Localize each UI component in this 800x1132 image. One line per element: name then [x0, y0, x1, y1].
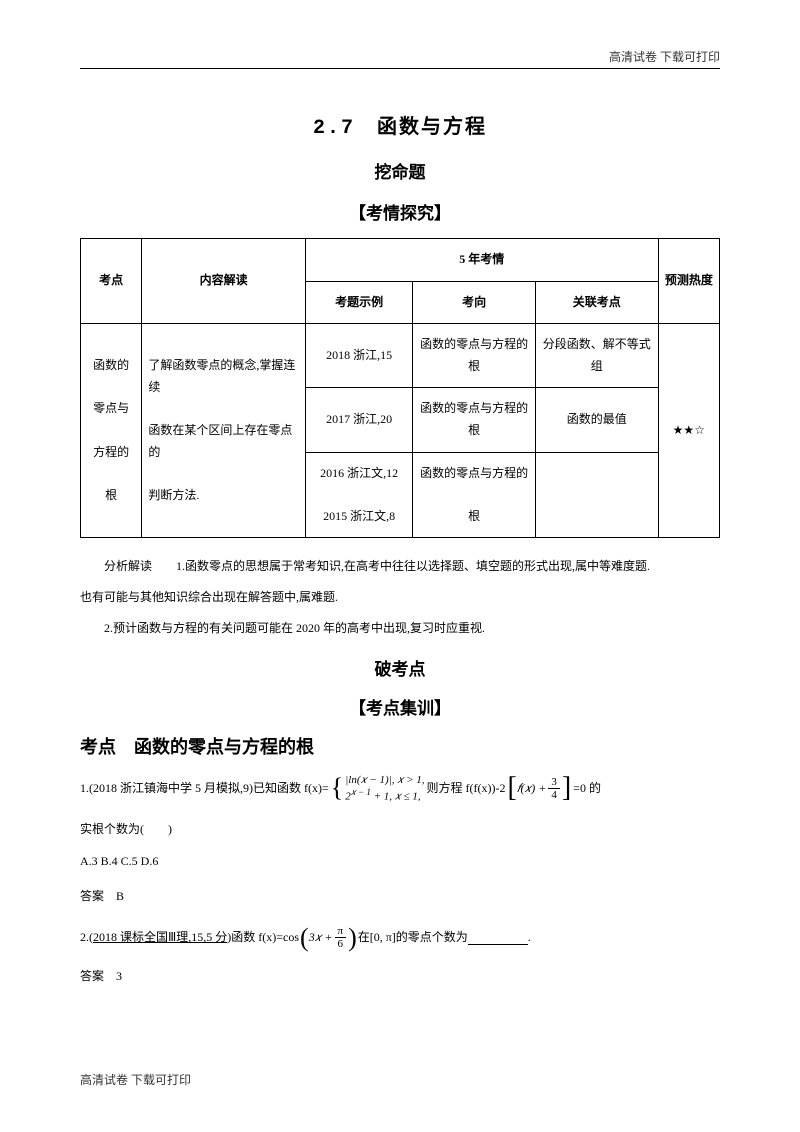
th-example: 考题示例: [305, 281, 412, 324]
piece-bot: 2𝑥 − 1 + 1, 𝑥 ≤ 1,: [345, 787, 424, 804]
cell-dir-2: 函数的零点与方程的 根: [413, 452, 536, 538]
exam-table: 考点 内容解读 5 年考情 预测热度 考题示例 考向 关联考点 函数的 零点与 …: [80, 238, 720, 538]
frac-num: 3: [548, 776, 560, 789]
th-topic: 考点: [81, 239, 142, 324]
th-5year: 5 年考情: [305, 239, 658, 282]
bracket-right-icon: ]: [562, 774, 571, 802]
th-direction: 考向: [413, 281, 536, 324]
cell-rel-0: 分段函数、解不等式 组: [535, 324, 658, 388]
piecewise-brace: { |ln(𝑥 − 1)|, 𝑥 > 1, 2𝑥 − 1 + 1, 𝑥 ≤ 1,: [331, 773, 425, 804]
bracket-group: [ 𝑓(𝑥) + 3 4 ]: [508, 774, 572, 802]
frac-den: 4: [548, 789, 560, 801]
p2-answer: 答案 3: [80, 967, 720, 984]
cell-rel-2: [535, 452, 658, 538]
cell-heat: ★★☆: [658, 324, 719, 538]
paren-right-icon: ): [348, 925, 357, 951]
cell-topic: 函数的 零点与 方程的 根: [81, 324, 142, 538]
problem-1: 1.(2018 浙江镇海中学 5 月模拟,9)已知函数 f(x)= { |ln(…: [80, 773, 720, 843]
content-region: 2.7 函数与方程 挖命题 【考情探究】 考点 内容解读 5 年考情 预测热度 …: [80, 110, 720, 984]
footer-text: 高清试卷 下载可打印: [80, 1071, 191, 1088]
cell-content: 了解函数零点的概念,掌握连续 函数在某个区间上存在零点的 判断方法.: [142, 324, 306, 538]
fill-blank[interactable]: [468, 931, 528, 945]
main-title: 2.7 函数与方程: [80, 110, 720, 140]
problem-2: 2.( 2018 课标全国Ⅲ理,15,5 分 )函数 f(x)=cos ( 3𝑥…: [80, 924, 720, 950]
p1-mid1: 则方程 f(f(x))-2: [427, 775, 506, 801]
paren-group: ( 3𝑥 + π 6 ): [300, 924, 357, 950]
bracket-inner: 𝑓(𝑥) +: [517, 775, 547, 801]
brace-left-icon: {: [331, 775, 343, 801]
p1-tail1: =0 的: [573, 775, 601, 801]
kaodian-title: 考点 函数的零点与方程的根: [80, 733, 720, 759]
p1-choices: A.3 B.4 C.5 D.6: [80, 854, 720, 869]
cell-ex-2: 2016 浙江文,12 2015 浙江文,8: [305, 452, 412, 538]
th-content: 内容解读: [142, 239, 306, 324]
header-line: [80, 68, 720, 69]
p2-source-link[interactable]: 2018 课标全国Ⅲ理,15,5 分: [93, 924, 227, 950]
cell-ex-1: 2017 浙江,20: [305, 388, 412, 452]
subtitle-2: 【考情探究】: [80, 199, 720, 224]
p1-line2: 实根个数为( ): [80, 816, 720, 842]
frac2-den: 6: [335, 938, 347, 950]
p2-mid: )函数 f(x)=cos: [227, 924, 299, 950]
paren-left-icon: (: [300, 925, 309, 951]
th-heat: 预测热度: [658, 239, 719, 324]
cell-rel-1: 函数的最值: [535, 388, 658, 452]
section-title-1: 破考点: [80, 655, 720, 680]
cell-ex-0: 2018 浙江,15: [305, 324, 412, 388]
th-related: 关联考点: [535, 281, 658, 324]
cell-dir-1: 函数的零点与方程的 根: [413, 388, 536, 452]
paren-inner: 3𝑥 +: [309, 924, 333, 950]
p2-tail-b: .: [528, 924, 531, 950]
section-title-2: 【考点集训】: [80, 694, 720, 719]
subtitle-1: 挖命题: [80, 158, 720, 183]
frac2-num: π: [335, 925, 347, 938]
p2-tail-a: 在[0, π]的零点个数为: [358, 924, 468, 950]
p1-answer: 答案 B: [80, 887, 720, 904]
analysis-p1: 分析解读 1.函数零点的思想属于常考知识,在高考中往往以选择题、填空题的形式出现…: [80, 552, 720, 581]
bracket-left-icon: [: [508, 774, 517, 802]
p2-prefix: 2.(: [80, 924, 93, 950]
analysis-p2: 也有可能与其他知识综合出现在解答题中,属难题.: [80, 583, 720, 612]
piece-top: |ln(𝑥 − 1)|, 𝑥 > 1,: [345, 773, 424, 787]
analysis-p3: 2.预计函数与方程的有关问题可能在 2020 年的高考中出现,复习时应重视.: [80, 614, 720, 643]
header-right-text: 高清试卷 下载可打印: [609, 48, 720, 65]
cell-dir-0: 函数的零点与方程的 根: [413, 324, 536, 388]
p1-prefix: 1.(2018 浙江镇海中学 5 月模拟,9)已知函数 f(x)=: [80, 775, 329, 801]
frac-pi-6: π 6: [335, 925, 347, 950]
frac-3-4: 3 4: [548, 776, 560, 801]
